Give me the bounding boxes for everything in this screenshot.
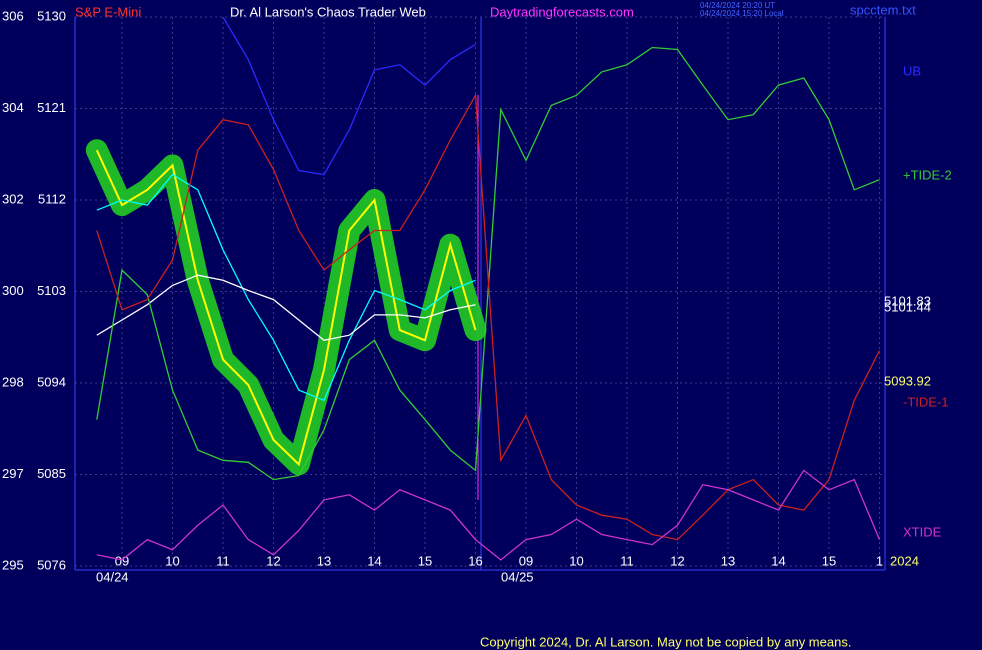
y-tick-label: 5103 bbox=[37, 283, 66, 298]
year-label: 2024 bbox=[890, 553, 919, 568]
price-label: 5101.83 bbox=[884, 293, 931, 308]
file-name: spcctem.txt bbox=[850, 2, 916, 17]
series-line bbox=[96, 46, 880, 481]
series-line bbox=[96, 93, 881, 541]
copyright: Copyright 2024, Dr. Al Larson. May not b… bbox=[480, 634, 851, 649]
symbol: S&P E-Mini bbox=[75, 4, 141, 19]
legend-label: +TIDE-2 bbox=[903, 167, 952, 182]
x-tick-label: 12 bbox=[266, 553, 280, 568]
x-tick-label: 10 bbox=[165, 553, 179, 568]
x-tick-label: 10 bbox=[569, 553, 583, 568]
y-tick-label: 5085 bbox=[37, 466, 66, 481]
left-scale-label: 300 bbox=[2, 283, 24, 298]
series-line bbox=[96, 173, 476, 402]
legend-label: XTIDE bbox=[903, 524, 942, 539]
left-scale-label: 304 bbox=[2, 100, 24, 115]
legend-label: -TIDE-1 bbox=[903, 394, 949, 409]
y-tick-label: 5121 bbox=[37, 100, 66, 115]
left-scale-label: 298 bbox=[2, 374, 24, 389]
x-tick-label: 09 bbox=[519, 553, 533, 568]
y-tick-label: 5112 bbox=[38, 191, 66, 206]
price-label: 5101.44 bbox=[884, 299, 931, 314]
x-tick-label: 11 bbox=[216, 553, 230, 568]
legend-label: UB bbox=[903, 63, 921, 78]
series-line bbox=[96, 469, 881, 561]
x-tick-label: 13 bbox=[721, 553, 735, 568]
y-tick-label: 5076 bbox=[37, 557, 66, 572]
site: Daytradingforecasts.com bbox=[490, 4, 634, 19]
series-line bbox=[222, 16, 476, 176]
x-tick-label: 16 bbox=[468, 553, 482, 568]
x-tick-label: 14 bbox=[367, 553, 381, 568]
y-tick-label: 5130 bbox=[37, 8, 66, 23]
series-line bbox=[96, 274, 476, 341]
x-tick-label: 12 bbox=[670, 553, 684, 568]
time-ut: 04/24/2024 20:20 UT bbox=[700, 1, 775, 10]
left-scale-label: 306 bbox=[2, 8, 24, 23]
date-label: 04/24 bbox=[96, 569, 129, 584]
left-scale-label: 297 bbox=[2, 466, 24, 481]
series-line bbox=[95, 149, 477, 467]
y-tick-label: 5094 bbox=[37, 374, 66, 389]
time-local: 04/24/2024 15:20 Local bbox=[700, 9, 784, 18]
x-tick-label: 11 bbox=[620, 553, 634, 568]
date-label: 04/25 bbox=[501, 569, 534, 584]
left-scale-label: 295 bbox=[2, 557, 24, 572]
x-tick-label: 15 bbox=[418, 553, 432, 568]
x-tick-label: 14 bbox=[771, 553, 785, 568]
price-label: 5093.92 bbox=[884, 373, 931, 388]
x-tick-label: 15 bbox=[822, 553, 836, 568]
x-tick-label: 13 bbox=[317, 553, 331, 568]
x-tick-label: 1 bbox=[876, 553, 883, 568]
chart-title: Dr. Al Larson's Chaos Trader Web bbox=[230, 4, 426, 19]
left-scale-label: 302 bbox=[2, 191, 24, 206]
